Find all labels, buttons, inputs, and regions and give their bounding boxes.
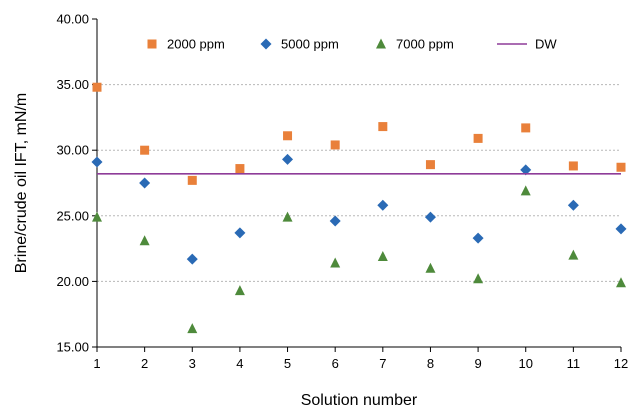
x-tick-label: 12 xyxy=(614,356,628,371)
data-point-diamond xyxy=(329,215,341,227)
legend-swatch xyxy=(147,39,157,49)
data-point-diamond xyxy=(139,177,151,189)
data-marks xyxy=(91,82,627,334)
data-point-triangle xyxy=(568,249,579,260)
x-tick-labels: 1 2 3 4 5 6 7 8 9 10 11 12 xyxy=(93,356,628,371)
data-point-square xyxy=(378,122,388,132)
legend: 2000 ppm 5000 ppm 7000 ppm DW xyxy=(147,37,557,52)
data-point-square xyxy=(187,175,197,185)
x-tick-label: 8 xyxy=(427,356,434,371)
plot-area xyxy=(97,19,621,347)
y-axis-title: Brine/crude oil IFT, mN/m xyxy=(13,93,30,273)
data-point-square xyxy=(616,162,626,172)
gridlines xyxy=(97,84,621,282)
data-point-square xyxy=(235,164,245,174)
x-tick-label: 9 xyxy=(474,356,481,371)
data-point-diamond xyxy=(567,199,579,211)
x-tick-label: 6 xyxy=(332,356,339,371)
data-point-diamond xyxy=(424,211,436,223)
x-tick-label: 5 xyxy=(284,356,291,371)
data-point-square xyxy=(521,123,531,133)
data-point-diamond xyxy=(520,164,532,176)
x-tick-label: 10 xyxy=(518,356,532,371)
y-tick-label: 35.00 xyxy=(56,77,89,92)
x-tick-label: 7 xyxy=(379,356,386,371)
data-point-square xyxy=(92,82,102,92)
x-tick-label: 2 xyxy=(141,356,148,371)
y-tick-label: 25.00 xyxy=(56,208,89,223)
x-tick-label: 11 xyxy=(567,356,581,371)
legend-label: 5000 ppm xyxy=(281,37,339,52)
data-point-triangle xyxy=(282,211,293,222)
data-point-square xyxy=(283,131,293,141)
data-point-triangle xyxy=(139,235,150,246)
data-point-triangle xyxy=(330,257,341,268)
legend-swatch xyxy=(260,38,272,50)
y-tick-label: 15.00 xyxy=(56,340,89,355)
data-point-diamond xyxy=(282,153,294,165)
data-point-diamond xyxy=(91,156,103,168)
data-point-square xyxy=(425,160,435,170)
data-point-diamond xyxy=(615,223,627,235)
x-tick-label: 4 xyxy=(236,356,243,371)
data-point-triangle xyxy=(520,185,531,196)
x-axis-title: Solution number xyxy=(301,392,418,409)
data-point-square xyxy=(140,145,150,155)
data-point-triangle xyxy=(234,285,245,296)
y-tick-label: 40.00 xyxy=(56,12,89,27)
y-tick-label: 20.00 xyxy=(56,274,89,289)
data-point-square xyxy=(568,161,578,171)
data-point-triangle xyxy=(473,273,484,284)
x-tick-label: 3 xyxy=(189,356,196,371)
data-point-diamond xyxy=(377,199,389,211)
data-point-diamond xyxy=(234,227,246,239)
data-point-diamond xyxy=(186,253,198,265)
legend-label: 2000 ppm xyxy=(167,37,225,52)
y-tick-label: 30.00 xyxy=(56,143,89,158)
y-tick-labels: 15.00 20.00 25.00 30.00 35.00 40.00 xyxy=(56,12,89,355)
axes xyxy=(92,18,622,352)
x-tick-label: 1 xyxy=(93,356,100,371)
data-point-square xyxy=(473,133,483,143)
data-point-triangle xyxy=(425,262,436,273)
data-point-triangle xyxy=(616,277,626,288)
legend-swatch xyxy=(376,38,386,49)
legend-label: 7000 ppm xyxy=(396,37,454,52)
data-point-triangle xyxy=(92,211,102,222)
legend-label: DW xyxy=(535,37,557,52)
data-point-square xyxy=(330,140,340,150)
data-point-triangle xyxy=(377,250,388,261)
data-point-triangle xyxy=(187,323,198,334)
data-point-diamond xyxy=(472,232,484,244)
